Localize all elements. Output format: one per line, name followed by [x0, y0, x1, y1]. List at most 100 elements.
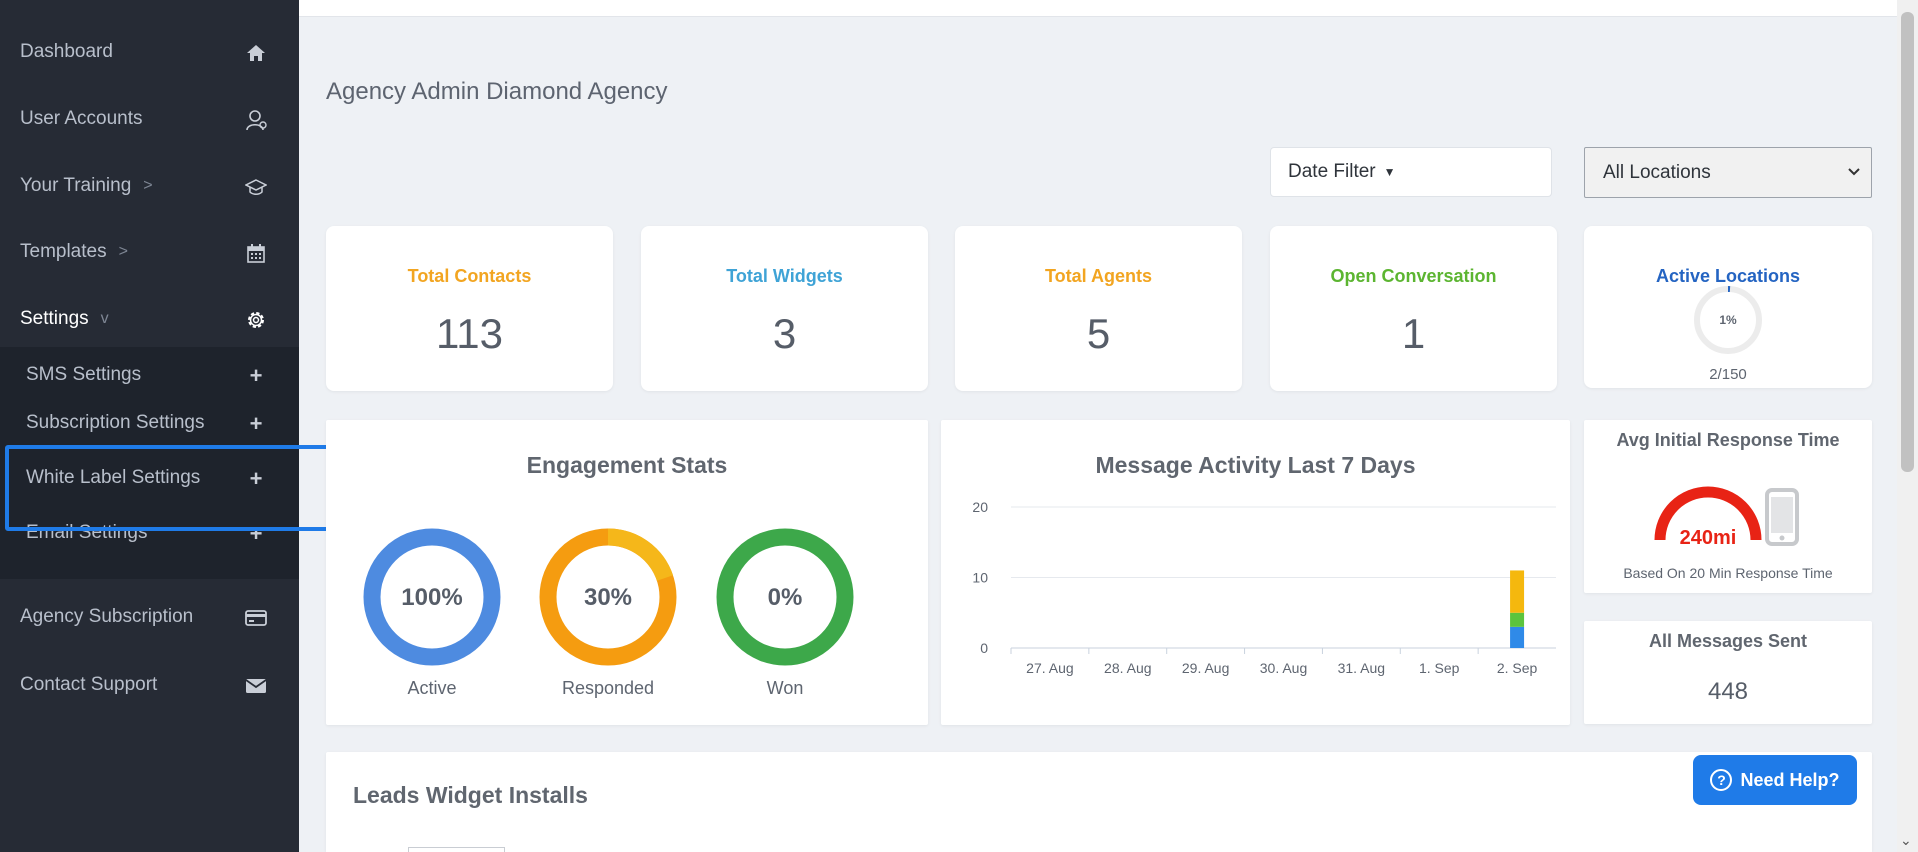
submenu-item-label: Email Settings	[26, 522, 148, 543]
need-help-label: Need Help?	[1740, 769, 1840, 790]
stat-card-open-conversation: Open Conversation 1	[1270, 226, 1557, 391]
envelope-icon	[244, 674, 268, 698]
messages-sent-value: 448	[1707, 678, 1749, 705]
locations-select-value: All Locations	[1603, 161, 1711, 183]
panel-title: Message Activity Last 7 Days	[1095, 452, 1416, 478]
locations-select[interactable]: All Locations	[1584, 147, 1872, 198]
scrollbar-thumb[interactable]	[1901, 12, 1914, 472]
sidebar-item-templates[interactable]: Templates >	[0, 227, 299, 277]
engagement-stats-panel: Engagement Stats 100% Active 30% Respond…	[326, 420, 928, 725]
active-locations-ring: 1%	[1694, 286, 1762, 354]
need-help-button[interactable]: ? Need Help?	[1693, 755, 1857, 805]
y-tick-label: 20	[972, 499, 988, 515]
credit-card-icon	[244, 606, 268, 630]
message-activity-panel: Message Activity Last 7 Days 0 10 20 27. Au…	[941, 420, 1570, 725]
submenu-item-subscription-settings[interactable]: Subscription Settings +	[0, 401, 299, 445]
sidebar-item-contact-support[interactable]: Contact Support	[0, 660, 299, 710]
chevron-down-icon: v	[100, 310, 109, 327]
submenu-item-sms-settings[interactable]: SMS Settings +	[0, 353, 299, 397]
bar-segment	[1510, 570, 1525, 613]
active-locations-percent: 1%	[1719, 313, 1737, 327]
panel-title: Avg Initial Response Time	[1616, 430, 1840, 450]
response-gauge: 240mi	[1654, 486, 1762, 546]
stat-value: 113	[436, 310, 503, 357]
leads-widget-panel: Leads Widget Installs	[326, 752, 1872, 852]
sidebar-item-settings[interactable]: Settings v	[0, 294, 299, 344]
plus-icon[interactable]: +	[249, 466, 263, 491]
x-tick-label: 2. Sep	[1497, 660, 1538, 676]
submenu-item-label: White Label Settings	[26, 467, 201, 488]
panel-title: Leads Widget Installs	[353, 782, 588, 808]
plus-icon[interactable]: +	[249, 521, 263, 546]
response-time-panel: Avg Initial Response Time 240mi Based On…	[1584, 420, 1872, 593]
submenu-item-label: SMS Settings	[26, 364, 142, 385]
x-tick-label: 27. Aug	[1026, 660, 1074, 676]
stat-title: Total Contacts	[407, 266, 532, 286]
x-tick-label: 29. Aug	[1182, 660, 1230, 676]
stat-title: Open Conversation	[1330, 266, 1497, 286]
x-tick-label: 31. Aug	[1338, 660, 1386, 676]
donut-won: 0%	[716, 528, 854, 666]
donut-value: 30%	[584, 584, 632, 611]
x-tick-label: 1. Sep	[1419, 660, 1460, 676]
stat-card-total-contacts: Total Contacts 113	[326, 226, 613, 391]
sidebar-item-label: Settings	[20, 308, 89, 329]
sidebar-item-label: User Accounts	[20, 108, 143, 129]
stat-value: 1	[1401, 310, 1426, 357]
plus-icon[interactable]: +	[249, 363, 263, 388]
message-activity-chart: 0 10 20 27. Aug 28. Aug 29. Aug 30. Aug 31. Aug…	[972, 499, 1556, 676]
gear-icon	[244, 308, 268, 332]
calendar-icon	[244, 241, 268, 265]
sidebar: Dashboard User Accounts Your Training > …	[0, 0, 299, 852]
top-header-bar	[299, 0, 1897, 17]
donut-label: Won	[766, 678, 804, 698]
x-tick-label: 30. Aug	[1260, 660, 1308, 676]
sidebar-item-your-training[interactable]: Your Training >	[0, 161, 299, 211]
stat-value: 3	[772, 310, 797, 357]
user-icon	[244, 108, 268, 132]
donut-label: Responded	[561, 678, 655, 698]
sidebar-item-label: Dashboard	[20, 41, 113, 62]
date-filter-button[interactable]: Date Filter ▼	[1270, 147, 1552, 197]
x-tick-label: 28. Aug	[1104, 660, 1152, 676]
stat-card-total-agents: Total Agents 5	[955, 226, 1242, 391]
stat-card-total-widgets: Total Widgets 3	[641, 226, 928, 391]
caret-down-icon: ▼	[1383, 165, 1396, 179]
chevron-right-icon: >	[143, 177, 153, 194]
y-tick-label: 10	[972, 570, 988, 586]
home-icon	[244, 41, 268, 65]
sidebar-item-label: Templates	[20, 241, 107, 262]
leads-control[interactable]	[408, 847, 505, 852]
sidebar-item-agency-subscription[interactable]: Agency Subscription	[0, 592, 299, 642]
submenu-item-email-settings[interactable]: Email Settings +	[0, 511, 299, 555]
stat-title: Active Locations	[1655, 266, 1801, 286]
question-icon: ?	[1710, 769, 1733, 791]
settings-submenu: SMS Settings + Subscription Settings + W…	[0, 347, 299, 579]
messages-sent-panel: All Messages Sent 448	[1584, 621, 1872, 724]
page-title: Agency Admin Diamond Agency	[326, 78, 668, 105]
donut-value: 100%	[401, 584, 462, 611]
submenu-item-label: Subscription Settings	[26, 412, 205, 433]
sidebar-item-user-accounts[interactable]: User Accounts	[0, 94, 299, 144]
sidebar-item-label: Your Training	[20, 175, 132, 196]
sidebar-item-dashboard[interactable]: Dashboard	[0, 27, 299, 77]
response-time-note: Based On 20 Min Response Time	[1623, 565, 1833, 581]
page-scrollbar[interactable]: ⌄	[1897, 0, 1918, 852]
donut-value: 0%	[768, 584, 803, 611]
stat-card-active-locations: Active Locations 1% 2/150	[1584, 226, 1872, 388]
sidebar-item-label: Agency Subscription	[20, 606, 194, 627]
panel-title: Engagement Stats	[526, 452, 728, 478]
phone-icon	[1765, 488, 1799, 546]
scroll-down-icon[interactable]: ⌄	[1900, 832, 1912, 848]
bar-segment	[1510, 612, 1525, 627]
submenu-item-white-label-settings[interactable]: White Label Settings +	[0, 456, 299, 500]
donut-label: Active	[407, 678, 457, 698]
y-tick-label: 0	[980, 640, 988, 656]
bar-segment	[1510, 626, 1525, 648]
date-filter-label: Date Filter	[1288, 161, 1376, 182]
chevron-down-icon	[1847, 164, 1861, 180]
active-locations-count: 2/150	[1709, 366, 1747, 383]
plus-icon[interactable]: +	[249, 411, 263, 436]
sidebar-item-label: Contact Support	[20, 674, 158, 695]
stat-title: Total Widgets	[726, 266, 843, 286]
